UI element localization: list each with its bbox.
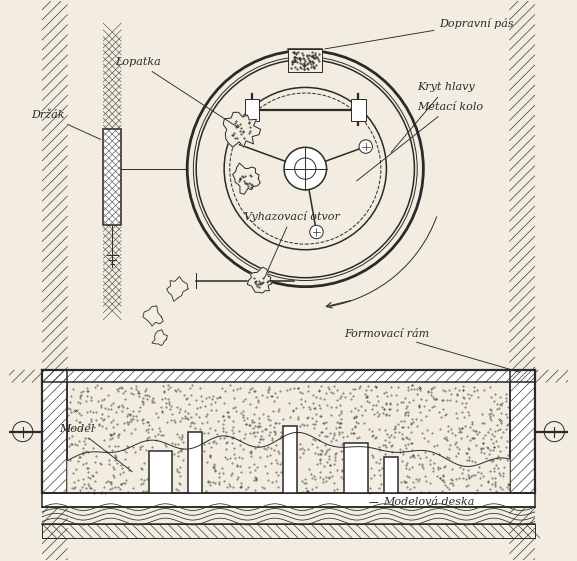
Text: Držák: Držák [31, 111, 101, 140]
Polygon shape [233, 163, 260, 194]
Text: Formovací rám: Formovací rám [344, 329, 519, 372]
Circle shape [310, 225, 323, 238]
Circle shape [284, 148, 327, 190]
Text: Kryt hlavy: Kryt hlavy [391, 82, 475, 153]
Circle shape [359, 140, 373, 153]
Bar [288, 49, 322, 72]
Polygon shape [248, 267, 272, 293]
Bar [384, 457, 398, 493]
Text: Vyhazovací otvor: Vyhazovací otvor [243, 210, 340, 278]
Polygon shape [143, 306, 163, 326]
Bar [42, 524, 535, 538]
Polygon shape [68, 433, 509, 493]
Text: Lopatka: Lopatka [115, 57, 239, 128]
Polygon shape [223, 112, 261, 147]
Bar [245, 99, 260, 121]
Bar [42, 493, 535, 507]
Bar [283, 426, 298, 493]
Text: Metací kolo: Metací kolo [357, 102, 484, 181]
Text: Model: Model [59, 424, 132, 472]
Bar [509, 370, 535, 493]
Bar [149, 451, 172, 493]
Bar [344, 443, 368, 493]
Bar [188, 431, 203, 493]
Bar [351, 99, 366, 121]
Text: Modelová deska: Modelová deska [370, 496, 475, 507]
Bar [42, 370, 68, 493]
Bar [103, 130, 121, 224]
Polygon shape [167, 277, 188, 301]
Text: Dopravní pás: Dopravní pás [325, 17, 514, 49]
Polygon shape [152, 330, 167, 346]
Bar [42, 370, 535, 383]
